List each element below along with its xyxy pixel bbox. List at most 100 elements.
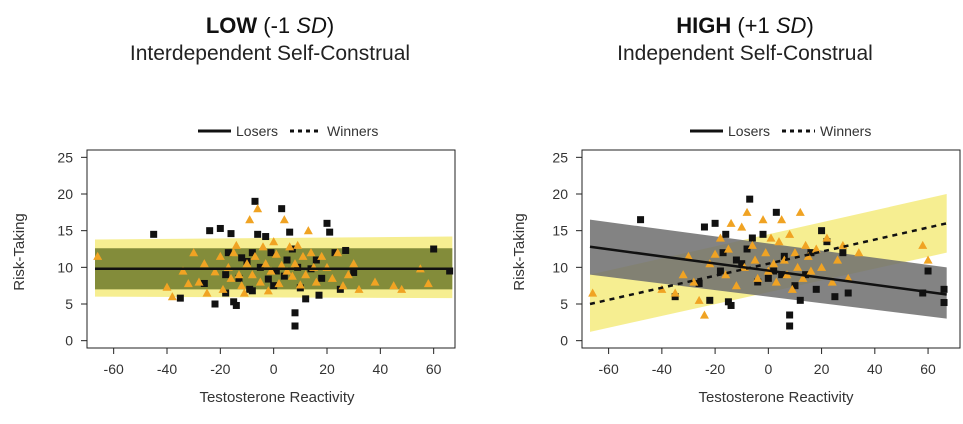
data-point-loser [280,272,288,280]
data-point-loser [224,249,232,257]
data-point-loser [940,299,948,307]
y-tick-label: 5 [65,296,73,312]
data-point-loser [248,287,256,295]
data-point-winner [245,215,255,224]
title-close: ) [806,13,813,38]
data-point-loser [254,230,262,238]
data-point-loser [818,227,826,235]
y-tick-label: 25 [57,149,73,165]
data-point-loser [844,289,852,297]
data-point-winner [785,229,795,238]
y-tick-label: 20 [552,186,568,202]
data-point-winner [827,277,837,286]
data-point-winner [317,251,327,260]
data-point-winner [774,237,784,246]
data-point-loser [350,268,358,276]
data-point-winner [726,218,736,227]
data-point-loser [839,249,847,257]
data-point-winner [234,270,244,279]
data-point-winner [199,259,209,268]
data-point-winner [918,240,928,249]
title-level: (+1 [731,13,776,38]
data-point-loser [315,291,323,299]
data-point-winner [758,215,768,224]
data-point-loser [786,322,794,330]
data-point-loser [342,246,350,254]
data-point-winner [285,242,295,251]
data-point-winner [218,284,228,293]
data-point-loser [724,298,732,306]
data-point-winner [333,248,343,257]
data-point-winner [274,278,284,288]
panel-subtitle: Interdependent Self-Construal [130,42,410,65]
x-tick-label: 0 [764,361,772,377]
data-point-winner [162,282,172,291]
data-point-winner [588,288,598,297]
data-point-winner [298,251,308,260]
data-point-winner [694,295,704,304]
data-point-winner [167,292,177,301]
data-point-loser [283,256,291,264]
data-point-winner [790,248,800,257]
data-point-loser [256,263,264,271]
data-point-winner [723,244,733,253]
data-point-winner [327,273,337,282]
data-point-winner [242,259,252,268]
data-point-winner [250,251,260,260]
title-sd: SD [776,13,807,38]
data-point-loser [222,289,230,297]
data-point-loser [272,267,280,275]
panel-subtitle: Independent Self-Construal [617,42,873,65]
data-point-loser [291,309,299,317]
data-point-winner [301,270,311,279]
data-point-winner [715,233,725,242]
data-point-winner [833,255,843,264]
data-point-loser [746,195,754,203]
data-point-loser [791,282,799,290]
data-point-winner [397,284,407,293]
panel-high: HIGH (+1 SD) Independent Self-Construal … [511,13,961,406]
data-point-loser [251,197,259,205]
data-point-winner [210,267,220,276]
data-point-loser [807,249,815,257]
plot-area: 0 5 10 15 20 25 -60 -40 -20 0 20 40 60 [57,149,456,377]
legend: Losers Winners [690,123,871,139]
title-level: (-1 [257,13,296,38]
data-point-loser [238,254,246,262]
x-tick-label: 60 [920,361,936,377]
x-tick-label: -40 [652,361,672,377]
data-point-loser [919,289,927,297]
data-point-loser [222,271,230,279]
data-point-loser [671,293,679,301]
data-point-winner [389,281,399,290]
y-tick-label: 20 [57,186,73,202]
data-point-winner [343,270,353,279]
data-point-winner [779,255,789,264]
data-point-winner [215,251,225,260]
data-point-winner [311,277,321,286]
y-tick-label: 15 [552,223,568,239]
x-tick-label: 20 [319,361,335,377]
legend: Losers Winners [198,123,378,139]
data-point-winner [269,237,279,246]
legend-winners-label: Winners [327,123,378,139]
data-point-winner [194,277,204,286]
data-point-winner [247,270,257,279]
data-point-loser [796,296,804,304]
data-point-loser [430,245,438,253]
data-point-winner [253,204,263,213]
y-tick-label: 10 [57,259,73,275]
data-point-winner [261,259,271,268]
data-point-winner [178,266,188,275]
data-point-winner [306,248,316,257]
plot-area: 0 5 10 15 20 25 -60 -40 -20 0 20 40 60 [552,149,961,377]
data-point-winner [266,266,276,275]
y-tick-label: 10 [552,259,568,275]
data-point-winner [771,277,781,286]
y-tick-label: 5 [560,296,568,312]
data-point-winner [279,215,289,224]
data-point-loser [732,256,740,264]
data-point-winner [923,255,933,264]
data-point-loser [754,278,762,286]
data-point-loser [264,275,272,283]
